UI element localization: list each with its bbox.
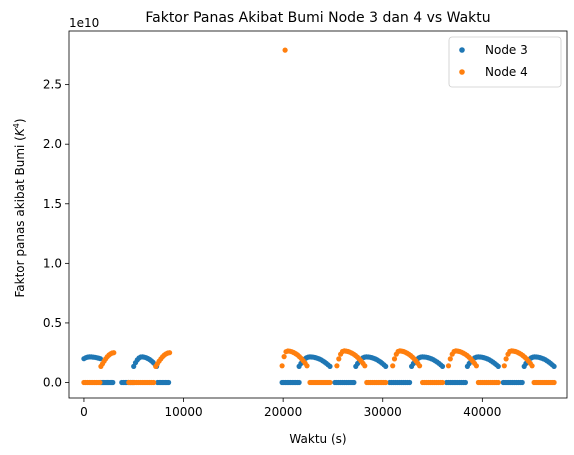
y-tick-label: 1.0 (43, 256, 62, 270)
data-point (336, 356, 342, 362)
y-axis-label-sup: 4 (12, 123, 21, 128)
data-point (281, 354, 287, 360)
data-point (390, 363, 396, 369)
data-point (462, 379, 468, 386)
series-node-4 (81, 47, 557, 386)
data-point (111, 350, 117, 356)
y-tick-label: 2.0 (43, 137, 62, 151)
data-point (304, 363, 310, 369)
data-point (495, 379, 501, 386)
y-axis-label-end: ) (13, 118, 27, 123)
data-point (529, 363, 535, 369)
y-tick-label: 0.0 (43, 376, 62, 390)
legend-label: Node 3 (485, 43, 528, 57)
data-point (351, 379, 357, 386)
y-axis: 0.0 0.5 1.0 1.5 2.0 2.5 (43, 78, 69, 390)
data-point (501, 363, 507, 369)
data-point (97, 379, 103, 386)
data-point (417, 363, 423, 369)
data-point (167, 350, 173, 356)
y-offset-text: 1e10 (69, 16, 99, 30)
data-point (383, 363, 389, 369)
data-point (151, 379, 157, 386)
plot-frame (68, 30, 568, 399)
legend-marker (459, 69, 465, 75)
chart-title: Faktor Panas Akibat Bumi Node 3 dan 4 vs… (145, 10, 490, 26)
data-point (439, 363, 446, 369)
x-tick-label: 10000 (164, 405, 202, 419)
x-axis: 0 10000 20000 30000 40000 (80, 398, 501, 419)
data-point (97, 356, 103, 362)
data-point (391, 356, 398, 362)
data-point (383, 379, 389, 386)
data-point (296, 379, 302, 386)
legend-marker (459, 47, 465, 53)
legend: Node 3 Node 4 (448, 36, 562, 88)
data-point (327, 363, 333, 369)
data-point (362, 363, 368, 369)
data-point (407, 379, 413, 386)
plot-area (81, 47, 557, 386)
data-point (503, 356, 509, 362)
data-point (282, 47, 288, 53)
data-point (334, 363, 340, 369)
data-point (110, 379, 116, 386)
y-axis-label-math: K (13, 127, 27, 136)
y-tick-label: 0.5 (43, 316, 62, 330)
data-point (473, 363, 479, 369)
x-tick-label: 0 (80, 405, 88, 419)
data-point (519, 379, 525, 386)
data-point (445, 363, 452, 369)
x-tick-label: 40000 (463, 405, 501, 419)
data-point (447, 356, 453, 362)
legend-box (448, 36, 562, 88)
data-point (166, 379, 172, 386)
data-point (439, 379, 446, 386)
data-point (551, 363, 557, 369)
data-point (327, 379, 333, 386)
y-tick-label: 1.5 (43, 197, 62, 211)
legend-label: Node 4 (485, 65, 528, 79)
x-tick-label: 30000 (364, 405, 402, 419)
y-axis-label: Faktor panas akibat Bumi (K4) (12, 118, 27, 297)
data-point (495, 363, 501, 369)
y-tick-label: 2.5 (43, 78, 62, 92)
x-tick-label: 20000 (264, 405, 302, 419)
x-axis-label: Waktu (s) (289, 432, 346, 446)
y-axis-label-main: Faktor panas akibat Bumi ( (13, 136, 27, 297)
data-point (551, 379, 557, 386)
data-point (279, 363, 285, 369)
